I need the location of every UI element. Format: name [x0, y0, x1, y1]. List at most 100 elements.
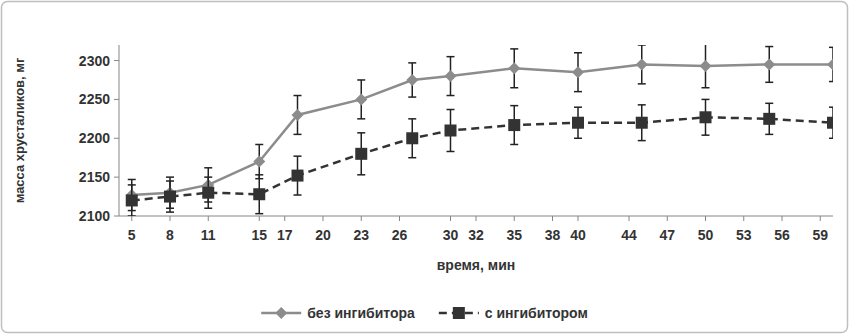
x-axis-title: время, мин [437, 257, 515, 273]
error-cap [166, 211, 174, 213]
error-cap [638, 104, 646, 106]
x-tick-label: 15 [251, 227, 267, 243]
x-tick-label: 17 [277, 227, 293, 243]
series-line [132, 64, 833, 195]
error-cap [255, 174, 263, 176]
point [572, 117, 584, 129]
x-tick [399, 216, 400, 221]
error-cap [638, 83, 646, 85]
point [827, 58, 833, 70]
y-axis-title: масса хрусталиков, мг [12, 57, 27, 203]
legend-label: с ингибитором [485, 305, 588, 321]
x-tick [361, 216, 362, 221]
error-cap [255, 213, 263, 215]
error-cap [128, 215, 136, 216]
error-cap [829, 47, 833, 49]
error-cap [447, 109, 455, 111]
error-cap [204, 207, 212, 209]
error-cap [166, 180, 174, 182]
error-cap [702, 134, 710, 136]
legend-marker [453, 307, 465, 319]
error-cap [574, 106, 582, 108]
point [164, 191, 176, 203]
point [292, 109, 304, 121]
legend: без ингибиторас ингибитором [261, 305, 588, 321]
point [202, 187, 214, 199]
error-cap [204, 167, 212, 169]
error-cap [357, 118, 365, 120]
x-tick [170, 216, 171, 221]
point [508, 62, 520, 74]
point [126, 194, 138, 206]
error-cap [638, 140, 646, 142]
x-tick-label: 56 [774, 227, 790, 243]
error-cap [702, 87, 710, 89]
error-cap [702, 99, 710, 101]
point [636, 58, 648, 70]
point [572, 66, 584, 78]
error-cap [294, 95, 302, 97]
error-cap [638, 45, 646, 46]
x-tick-label: 35 [506, 227, 522, 243]
y-tick-label: 2150 [79, 169, 110, 185]
x-tick-label: 47 [659, 227, 675, 243]
point [253, 188, 265, 200]
error-cap [765, 46, 773, 48]
y-tick-label: 2100 [79, 208, 110, 224]
error-cap [574, 138, 582, 140]
x-tick [514, 216, 515, 221]
error-cap [408, 62, 416, 64]
x-tick [743, 216, 744, 221]
point [406, 74, 418, 86]
error-cap [829, 81, 833, 83]
y-tick [114, 138, 119, 139]
x-tick-label: 5 [128, 227, 136, 243]
point [763, 113, 775, 125]
error-cap [829, 138, 833, 140]
x-tick [578, 216, 579, 221]
y-tick [114, 99, 119, 100]
error-cap [128, 179, 136, 181]
error-cap [255, 144, 263, 146]
x-tick [705, 216, 706, 221]
error-cap [510, 144, 518, 146]
y-tick [114, 60, 119, 61]
x-tick-label: 38 [545, 227, 561, 243]
x-tick-label: 26 [392, 227, 408, 243]
x-tick-label: 40 [570, 227, 586, 243]
chart: 2100215022002250230058111517202326303235… [0, 0, 849, 334]
y-axis [119, 45, 120, 216]
point [445, 70, 457, 82]
x-tick-label: 30 [443, 227, 459, 243]
x-tick-label: 11 [201, 227, 216, 243]
error-cap [166, 176, 174, 178]
error-cap [408, 157, 416, 159]
point [253, 156, 265, 168]
error-cap [294, 194, 302, 196]
x-tick [208, 216, 209, 221]
x-tick [476, 216, 477, 221]
point [406, 132, 418, 144]
error-cap [357, 132, 365, 134]
x-tick-label: 44 [621, 227, 637, 243]
x-tick [552, 216, 553, 221]
x-tick [782, 216, 783, 221]
point [763, 58, 775, 70]
y-tick-label: 2200 [79, 130, 110, 146]
x-tick-label: 32 [468, 227, 484, 243]
error-cap [447, 95, 455, 97]
x-tick-label: 59 [812, 227, 828, 243]
error-cap [765, 82, 773, 84]
point [700, 60, 712, 72]
x-tick [323, 216, 324, 221]
error-cap [447, 151, 455, 153]
y-tick [114, 216, 119, 217]
error-cap [204, 176, 212, 178]
point [292, 170, 304, 182]
error-cap [510, 105, 518, 107]
point [508, 119, 520, 131]
x-tick [259, 216, 260, 221]
x-tick [820, 216, 821, 221]
x-tick-label: 8 [166, 227, 174, 243]
point [355, 148, 367, 160]
